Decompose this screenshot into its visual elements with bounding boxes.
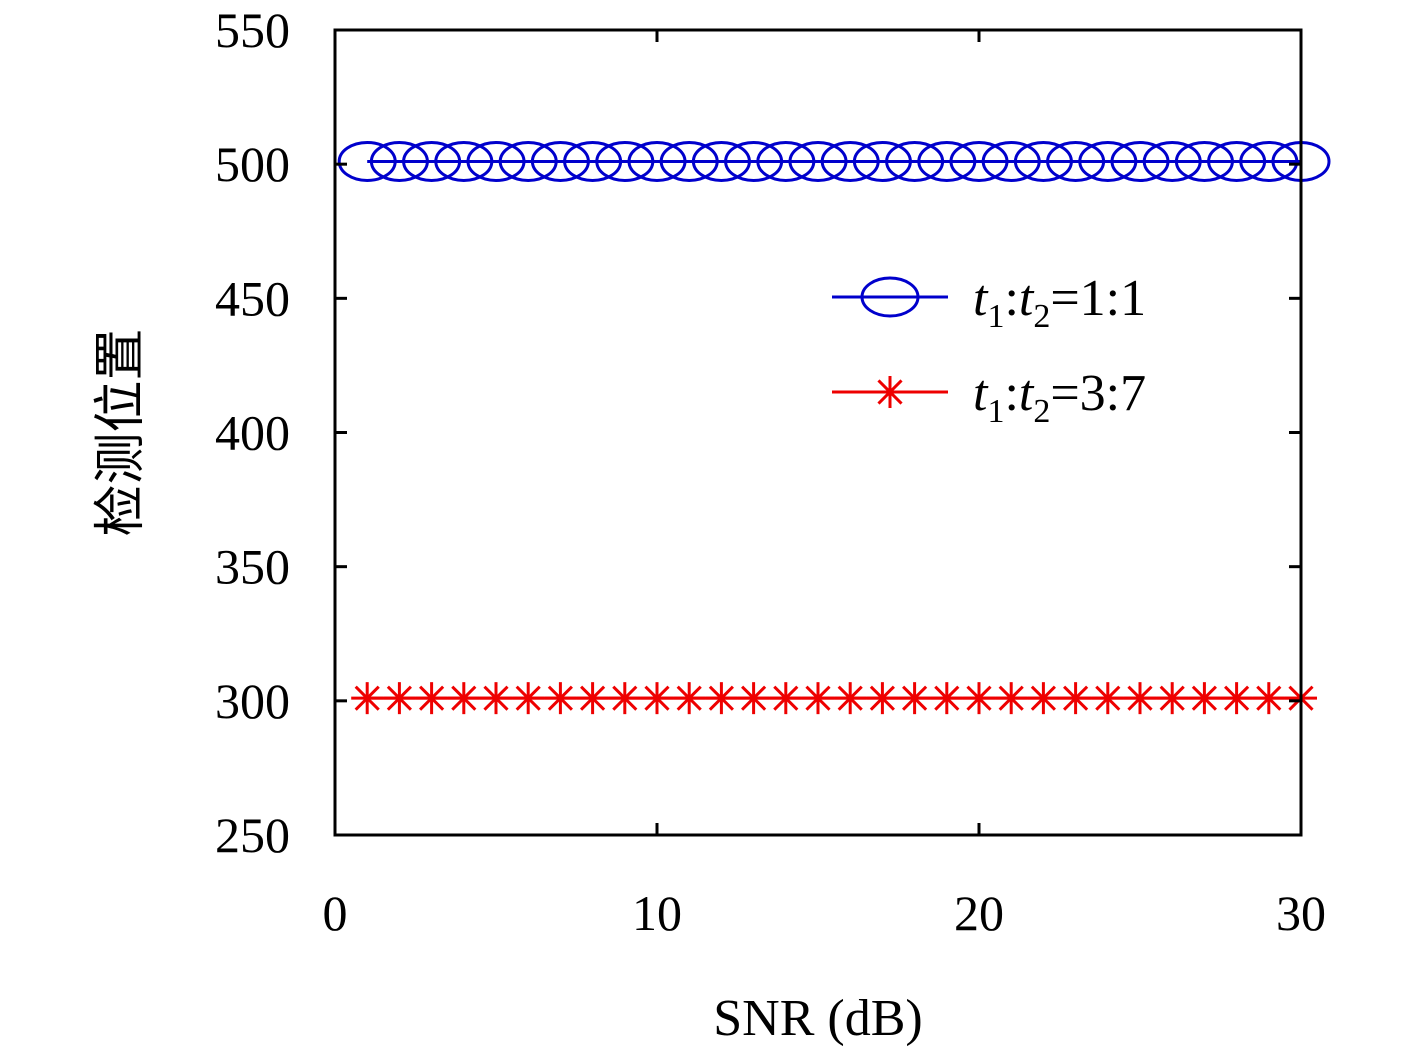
asterisk-marker: [1027, 682, 1060, 715]
asterisk-marker: [415, 682, 448, 715]
legend: t1:t2=1:1 t1:t2=3:7: [832, 270, 1146, 430]
circle-marker: [530, 140, 590, 182]
y-tick-label: 250: [215, 807, 290, 863]
y-tick-label: 500: [215, 136, 290, 192]
asterisk-marker: [351, 682, 384, 715]
legend-label: t1:t2=1:1: [973, 270, 1146, 335]
circle-marker: [788, 140, 848, 182]
asterisk-marker: [930, 682, 963, 715]
x-tick-label: 30: [1276, 885, 1326, 941]
asterisk-marker: [576, 682, 609, 715]
circle-marker: [820, 140, 880, 182]
circle-marker: [756, 140, 816, 182]
circle-marker: [563, 140, 623, 182]
x-axis-label: SNR (dB): [713, 990, 922, 1047]
circle-marker: [369, 140, 429, 182]
legend-entry-2: t1:t2=3:7: [832, 365, 1146, 430]
x-tick-label: 20: [954, 885, 1004, 941]
asterisk-marker: [1220, 682, 1253, 715]
asterisk-marker: [1124, 682, 1156, 715]
asterisk-marker: [995, 682, 1028, 715]
asterisk-marker: [512, 682, 545, 715]
circle-marker: [1174, 140, 1234, 182]
y-tick-label: 350: [215, 539, 290, 595]
asterisk-marker: [480, 682, 512, 715]
asterisk-marker: [737, 682, 770, 715]
asterisk-marker: [866, 682, 899, 715]
asterisk-marker: [802, 682, 834, 715]
asterisk-marker: [1091, 682, 1124, 715]
circle-marker: [1239, 140, 1299, 182]
asterisk-marker: [1252, 682, 1285, 715]
circle-marker: [1078, 140, 1138, 182]
x-tick-label: 0: [323, 885, 348, 941]
circle-marker: [402, 140, 462, 182]
x-tick-label: 10: [632, 885, 682, 941]
circle-marker: [659, 140, 719, 182]
circle-marker: [337, 140, 397, 182]
asterisk-marker: [383, 682, 416, 715]
asterisk-marker: [1156, 682, 1189, 715]
asterisk-marker: [608, 682, 641, 715]
asterisk-marker: [1059, 682, 1092, 715]
circle-marker: [1207, 140, 1267, 182]
plot-frame: [333, 28, 1303, 837]
y-tick-label: 400: [215, 405, 290, 461]
circle-marker: [724, 140, 784, 182]
circle-marker: [466, 140, 526, 182]
circle-marker: [917, 140, 977, 182]
circle-marker: [981, 140, 1041, 182]
circle-marker: [434, 140, 494, 182]
asterisk-marker: [834, 682, 867, 715]
asterisk-marker: [544, 682, 577, 715]
legend-entry-1: t1:t2=1:1: [832, 270, 1146, 335]
circle-marker: [1013, 140, 1073, 182]
circle-marker: [949, 140, 1009, 182]
asterisk-marker: [1188, 682, 1221, 715]
circle-marker: [1110, 140, 1170, 182]
asterisk-marker: [705, 682, 738, 715]
circle-marker: [498, 140, 558, 182]
circle-marker: [627, 140, 687, 182]
asterisk-marker: [963, 682, 995, 715]
series-layer: [337, 140, 1331, 715]
asterisk-marker: [641, 682, 673, 715]
circle-marker: [595, 140, 655, 182]
y-tick-label: 300: [215, 673, 290, 729]
circle-marker: [852, 140, 912, 182]
circle-marker: [885, 140, 945, 182]
circle-marker: [1046, 140, 1106, 182]
y-tick-label: 550: [215, 2, 290, 58]
asterisk-marker: [874, 376, 906, 408]
circle-marker: [860, 276, 920, 318]
asterisk-marker: [898, 682, 931, 715]
ticks-layer: 0 10 20 30 250 300 350 400 450 500 550: [215, 2, 1326, 941]
legend-label: t1:t2=3:7: [973, 365, 1146, 430]
y-tick-label: 450: [215, 270, 290, 326]
circle-marker: [691, 140, 751, 182]
series-1: [337, 140, 1331, 182]
series-2: [351, 682, 1317, 715]
y-axis-label: 检测位置: [93, 328, 150, 536]
asterisk-marker: [673, 682, 706, 715]
circle-marker: [1142, 140, 1202, 182]
asterisk-marker: [769, 682, 802, 715]
asterisk-marker: [447, 682, 480, 715]
